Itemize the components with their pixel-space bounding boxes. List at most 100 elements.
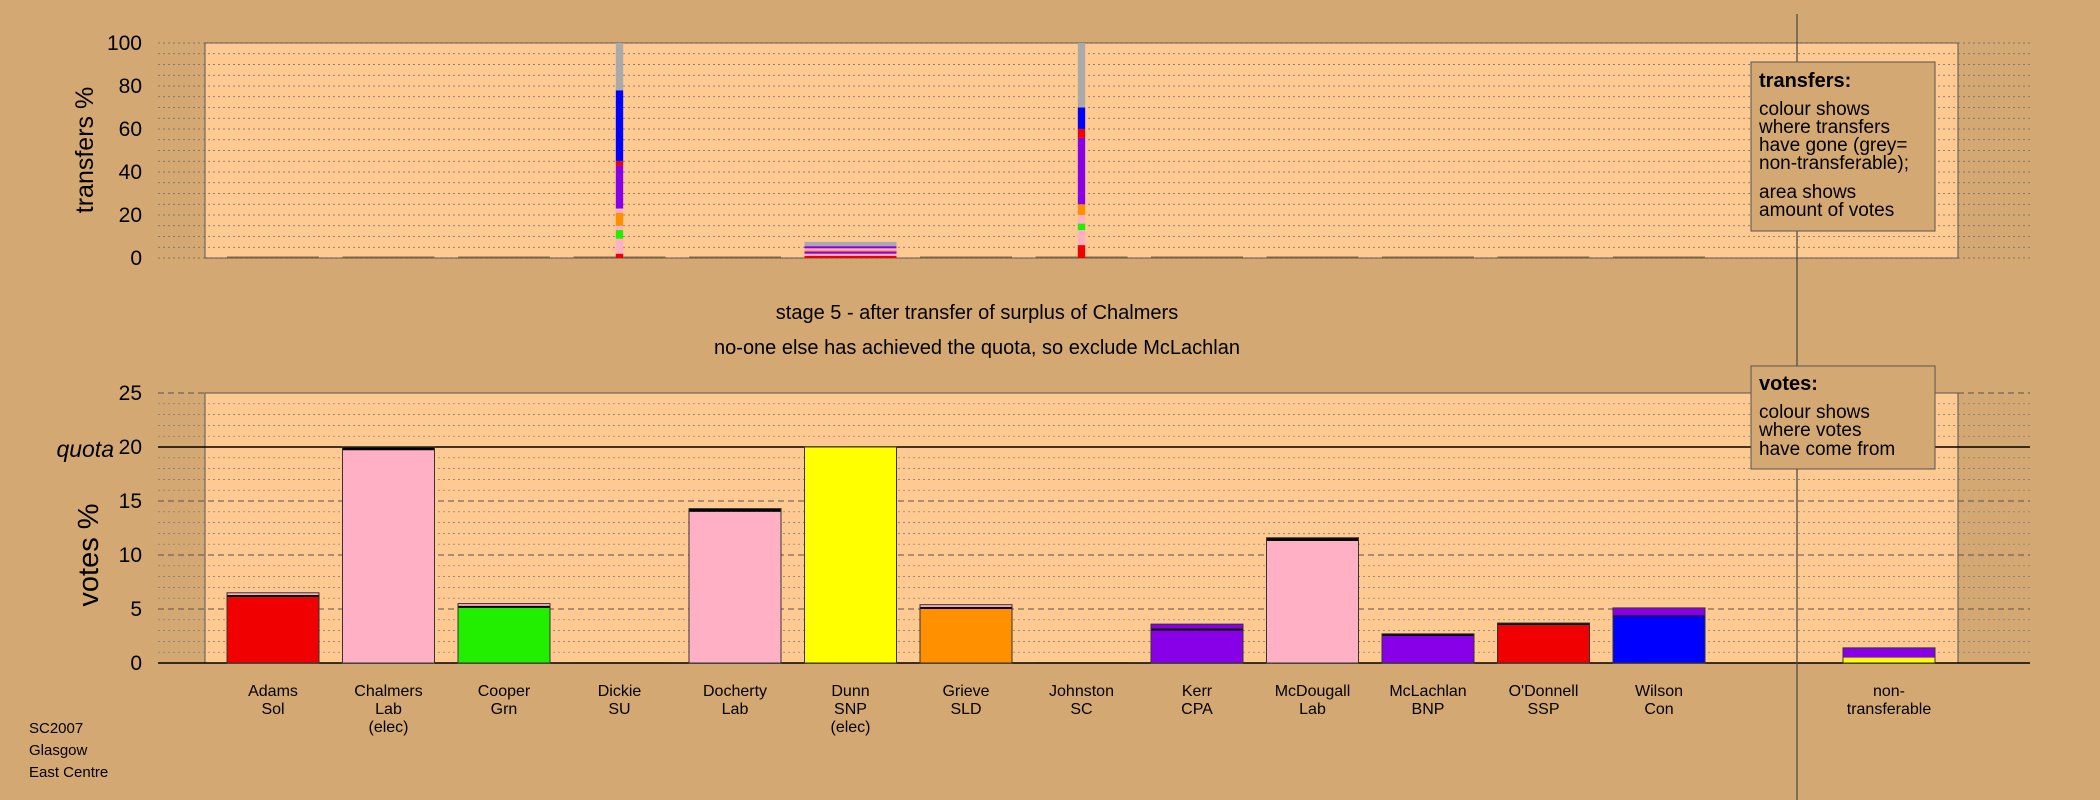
vote-bar-outline: [919, 604, 1013, 664]
votes-ylabel: votes %: [73, 503, 105, 606]
candidate-name: Grieve: [942, 683, 989, 700]
vote-segment: [227, 594, 319, 598]
transfers-ylabel: transfers %: [71, 87, 99, 213]
transfer-segment: [615, 238, 624, 254]
transfer-segment: [1077, 107, 1086, 129]
vote-segment: [804, 447, 897, 663]
transfers-bars: [227, 43, 1705, 258]
transfer-segment: [1077, 215, 1086, 224]
transfers-tick-label: 0: [130, 247, 142, 270]
candidate-party: SLD: [950, 701, 981, 718]
candidate-name: Adams: [248, 683, 298, 700]
stage-title: stage 5 - after transfer of surplus of C…: [776, 302, 1178, 324]
vote-bar-outline: [1266, 537, 1359, 664]
votes-tick-label: 20: [119, 436, 142, 459]
vote-segment: [1843, 647, 1935, 658]
votes-tick-labels: 0 5 10 15 20 25: [119, 382, 142, 675]
transfer-segment: [615, 161, 624, 166]
candidate-name: Dunn: [831, 683, 869, 700]
vote-bar: [919, 604, 1013, 664]
transfers-tick-label: 80: [119, 75, 142, 98]
source-label-line: East Centre: [29, 764, 108, 781]
vote-segment: [1035, 662, 1128, 664]
votes-legend-line: where votes: [1758, 420, 1861, 441]
source-label-line: SC2007: [29, 720, 83, 737]
transfer-segment: [1077, 245, 1086, 258]
vote-bar-outline: [1842, 647, 1936, 664]
transfers-tick-label: 20: [119, 204, 142, 227]
votes-tick-label: 25: [119, 382, 142, 405]
vote-bar: [1497, 622, 1590, 664]
votes-legend-line: colour shows: [1759, 402, 1870, 423]
transfer-segment: [1077, 204, 1086, 215]
source-label-line: Glasgow: [29, 742, 88, 759]
transfer-segment: [804, 253, 897, 256]
vote-segment: [920, 604, 1012, 607]
vote-bar-outline: [342, 446, 435, 664]
votes-legend-line: have come from: [1759, 439, 1895, 460]
vote-bar-outline: [226, 592, 320, 664]
vote-bar-outline: [1612, 607, 1706, 664]
vote-bar: [804, 446, 897, 664]
nontransferable-label: non-transferable: [1847, 683, 1932, 718]
vote-segment: [1151, 630, 1243, 663]
vote-bar-outline: [804, 446, 897, 664]
transfer-segment: [615, 208, 624, 213]
candidate-party: CPA: [1181, 701, 1213, 718]
vote-bar-outline: [1497, 622, 1590, 664]
transfers-tick-labels: 0 20 40 60 80 100: [107, 32, 142, 270]
transfer-segment: [804, 246, 897, 249]
vote-bar: [1612, 607, 1706, 664]
vote-segment: [1613, 615, 1705, 617]
candidate-party: SC: [1070, 701, 1092, 718]
candidate-party: SNP: [834, 701, 867, 718]
transfer-segment: [1077, 137, 1086, 205]
vote-bar: [573, 662, 666, 664]
transfers-legend-line: where transfers: [1758, 117, 1890, 138]
transfers-legend-line: have gone (grey=: [1759, 135, 1907, 156]
candidate-name: Johnston: [1049, 683, 1114, 700]
candidate-name: McDougall: [1275, 683, 1351, 700]
vote-segment: [1382, 633, 1474, 636]
vote-segment: [1382, 636, 1474, 663]
transfer-segment: [615, 43, 624, 91]
vote-segment: [1151, 628, 1243, 631]
vote-segment: [342, 450, 435, 663]
vote-bar-outline: [1381, 633, 1475, 664]
transfers-grid: [158, 42, 2030, 259]
candidate-name: Cooper: [478, 683, 531, 700]
vote-segment: [573, 662, 666, 664]
transfer-segment: [1077, 43, 1086, 108]
candidate-party: SSP: [1527, 701, 1559, 718]
vote-bar-outline: [457, 603, 551, 664]
votes-tick-label: 15: [119, 490, 142, 513]
vote-segment: [1497, 625, 1590, 663]
votes-tick-label: 10: [119, 544, 142, 567]
nontransferable-label-line: non-: [1873, 683, 1905, 700]
vote-bar: [226, 592, 320, 664]
transfer-segment: [804, 241, 897, 247]
vote-bar: [1150, 623, 1244, 664]
vote-segment: [342, 447, 435, 451]
vote-segment: [1843, 657, 1935, 663]
votes-tick-label: 5: [130, 598, 142, 621]
candidate-party: Sol: [261, 701, 284, 718]
transfer-segment: [615, 225, 624, 231]
candidate-party: Lab: [1299, 701, 1326, 718]
candidate-party: Lab: [375, 701, 402, 718]
vote-bar-outline: [1150, 623, 1244, 664]
transfer-segment: [804, 251, 897, 254]
stage-subtitle: no-one else has achieved the quota, so e…: [714, 337, 1240, 359]
